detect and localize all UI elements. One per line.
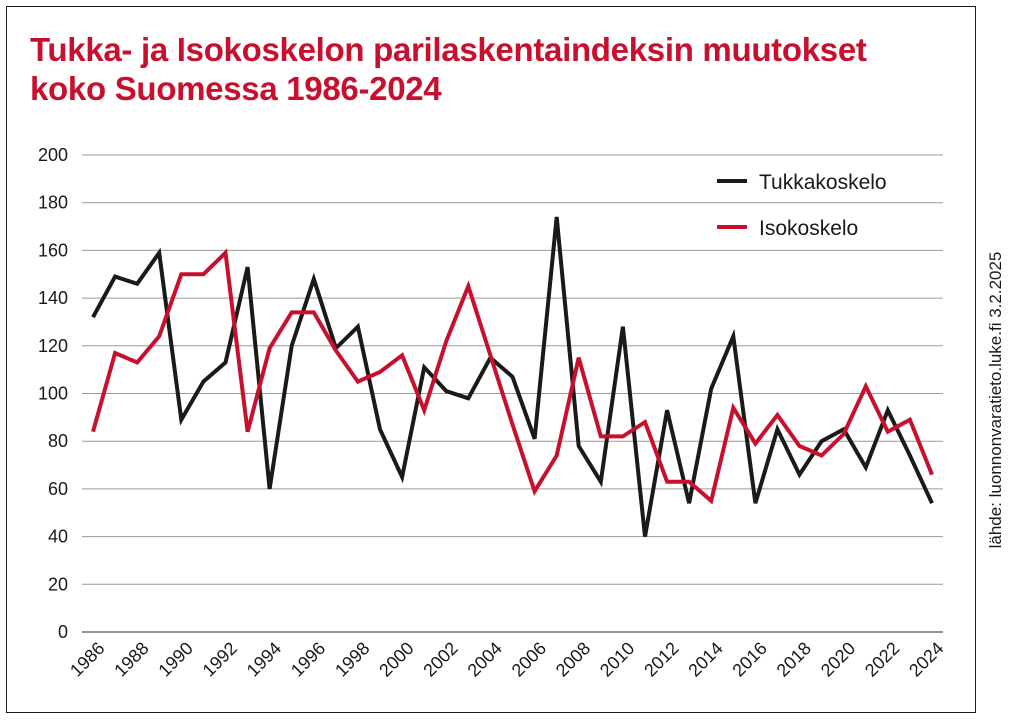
chart-title-line-1: Tukka- ja Isokoskelon parilaskentaindeks… [30,31,867,68]
y-tick-label-100: 100 [38,384,68,404]
series-line-isokoskelo [91,248,934,505]
x-tick-label-1990: 1990 [154,638,196,680]
y-tick-label-0: 0 [58,622,68,642]
series-line-tukkakoskelo [91,216,934,537]
x-tick-label-1988: 1988 [110,638,152,680]
x-tick-label-2016: 2016 [728,638,770,680]
x-tick-label-2004: 2004 [464,638,506,680]
y-tick-label-60: 60 [48,479,68,499]
x-tick-label-2020: 2020 [817,638,859,680]
x-tick-label-2002: 2002 [419,638,461,680]
x-tick-label-2010: 2010 [596,638,638,680]
x-tick-label-2012: 2012 [640,638,682,680]
x-tick-label-2014: 2014 [684,638,726,680]
y-tick-label-20: 20 [48,574,68,594]
source-note: lähde: luonnonvaratieto.luke.fi 3.2.2025 [986,251,1005,549]
chart-title-line-2: koko Suomessa 1986-2024 [30,70,442,107]
y-tick-label-80: 80 [48,431,68,451]
legend-label-tukkakoskelo: Tukkakoskelo [759,171,887,194]
y-tick-label-120: 120 [38,336,68,356]
x-tick-label-2024: 2024 [905,638,947,680]
y-tick-label-160: 160 [38,240,68,260]
chart-title: Tukka- ja Isokoskelon parilaskentaindeks… [30,30,960,108]
x-tick-label-1996: 1996 [287,638,329,680]
x-tick-label-1992: 1992 [199,638,241,680]
y-tick-label-40: 40 [48,527,68,547]
y-tick-label-200: 200 [38,145,68,165]
legend-label-isokoskelo: Isokoskelo [759,217,858,240]
x-tick-label-2022: 2022 [861,638,903,680]
x-tick-label-2000: 2000 [375,638,417,680]
y-tick-label-140: 140 [38,288,68,308]
x-tick-label-2018: 2018 [773,638,815,680]
y-tick-label-180: 180 [38,193,68,213]
x-tick-label-1994: 1994 [243,638,285,680]
x-tick-label-2006: 2006 [508,638,550,680]
x-tick-label-2008: 2008 [552,638,594,680]
x-tick-label-1998: 1998 [331,638,373,680]
x-tick-label-1986: 1986 [66,638,108,680]
